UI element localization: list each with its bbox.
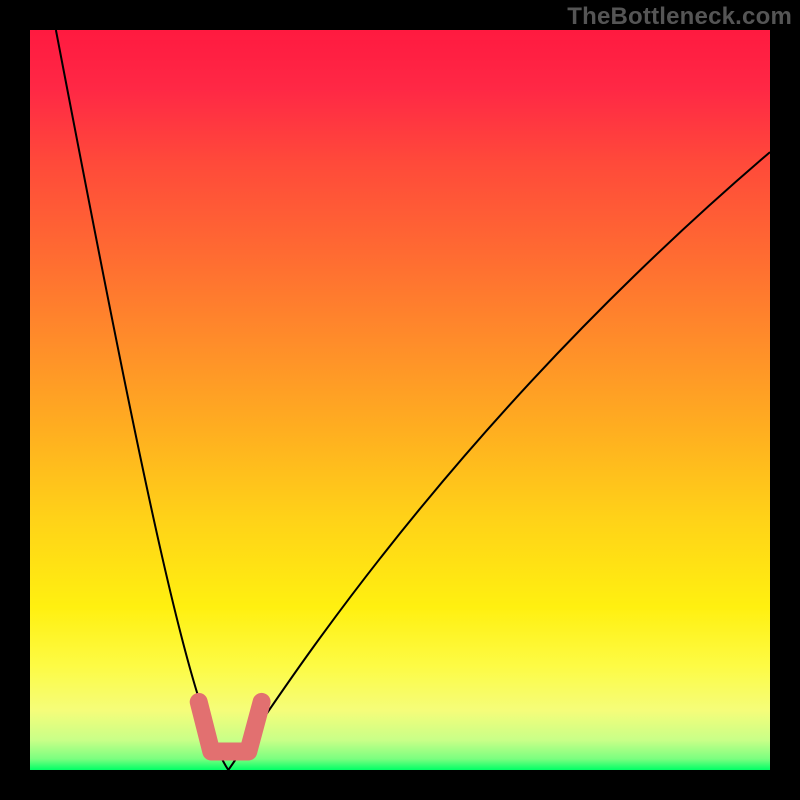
bottleneck-chart: TheBottleneck.com bbox=[0, 0, 800, 800]
plot-background bbox=[30, 30, 770, 770]
watermark-text: TheBottleneck.com bbox=[567, 3, 792, 31]
chart-svg bbox=[0, 0, 800, 800]
